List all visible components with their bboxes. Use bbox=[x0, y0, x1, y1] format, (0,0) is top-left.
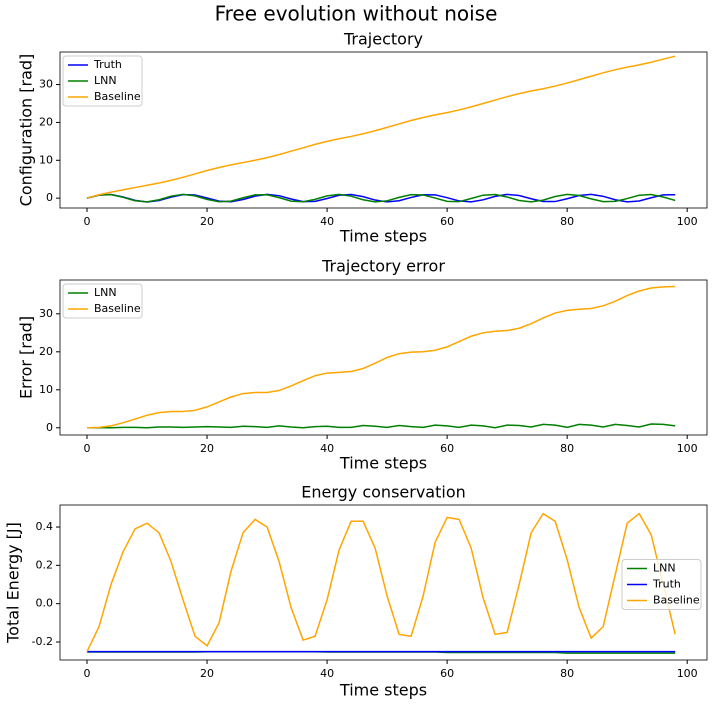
axes-frame bbox=[59, 51, 708, 209]
series-line bbox=[87, 423, 676, 429]
axes-frame bbox=[59, 279, 708, 436]
y-tick-label: 30 bbox=[39, 78, 53, 91]
x-tick-label: 0 bbox=[84, 215, 91, 228]
series-line bbox=[86, 193, 676, 203]
y-tick-label: 20 bbox=[39, 115, 53, 128]
legend-label: Baseline bbox=[653, 594, 700, 607]
x-tick-label: 60 bbox=[440, 667, 454, 680]
axes-frame bbox=[59, 504, 708, 661]
legend-label: LNN bbox=[653, 562, 676, 575]
series-line bbox=[86, 55, 676, 199]
x-tick-label: 100 bbox=[677, 667, 698, 680]
x-axis-label: Time steps bbox=[339, 681, 427, 700]
legend-box bbox=[621, 559, 702, 610]
legend-label: Truth bbox=[93, 58, 122, 71]
y-tick-label: 10 bbox=[39, 383, 53, 396]
y-tick-label: 0 bbox=[46, 191, 53, 204]
x-tick-label: 20 bbox=[200, 215, 214, 228]
y-axis-label: Total Energy [J] bbox=[4, 522, 23, 644]
x-axis-label: Time steps bbox=[339, 227, 427, 246]
legend-label: Baseline bbox=[94, 302, 141, 315]
y-tick-label: 0 bbox=[46, 421, 53, 434]
x-tick-label: 80 bbox=[560, 215, 574, 228]
x-tick-label: 60 bbox=[440, 215, 454, 228]
legend-label: LNN bbox=[94, 74, 117, 87]
x-tick-label: 80 bbox=[560, 667, 574, 680]
y-axis-label: Configuration [rad] bbox=[17, 54, 36, 207]
x-axis-label: Time steps bbox=[339, 454, 427, 473]
series-line bbox=[86, 285, 676, 429]
y-tick-label: 0.4 bbox=[36, 520, 54, 533]
y-axis-label: Error [rad] bbox=[17, 316, 36, 399]
y-tick-label: 20 bbox=[39, 345, 53, 358]
subplot-title: Trajectory error bbox=[321, 257, 445, 276]
x-tick-label: 20 bbox=[200, 667, 214, 680]
subplot-title: Energy conservation bbox=[301, 483, 466, 502]
y-tick-label: 30 bbox=[39, 307, 53, 320]
x-tick-label: 40 bbox=[320, 667, 334, 680]
y-tick-label: 10 bbox=[39, 153, 53, 166]
x-tick-label: 0 bbox=[84, 442, 91, 455]
y-tick-label: 0.0 bbox=[36, 597, 54, 610]
figure-title: Free evolution without noise bbox=[215, 2, 498, 26]
x-tick-label: 0 bbox=[84, 667, 91, 680]
x-tick-label: 100 bbox=[677, 215, 698, 228]
legend-label: LNN bbox=[94, 286, 117, 299]
x-tick-label: 80 bbox=[560, 442, 574, 455]
legend-box bbox=[62, 55, 143, 107]
subplot-title: Trajectory bbox=[343, 30, 423, 49]
x-tick-label: 40 bbox=[320, 215, 334, 228]
y-tick-label: 0.2 bbox=[36, 558, 54, 571]
y-tick-label: -0.2 bbox=[32, 635, 53, 648]
x-tick-label: 100 bbox=[677, 442, 698, 455]
x-tick-label: 60 bbox=[440, 442, 454, 455]
legend-label: Truth bbox=[652, 578, 681, 591]
legend-label: Baseline bbox=[94, 90, 141, 103]
x-tick-label: 40 bbox=[320, 442, 334, 455]
x-tick-label: 20 bbox=[200, 442, 214, 455]
series-line bbox=[86, 512, 676, 652]
